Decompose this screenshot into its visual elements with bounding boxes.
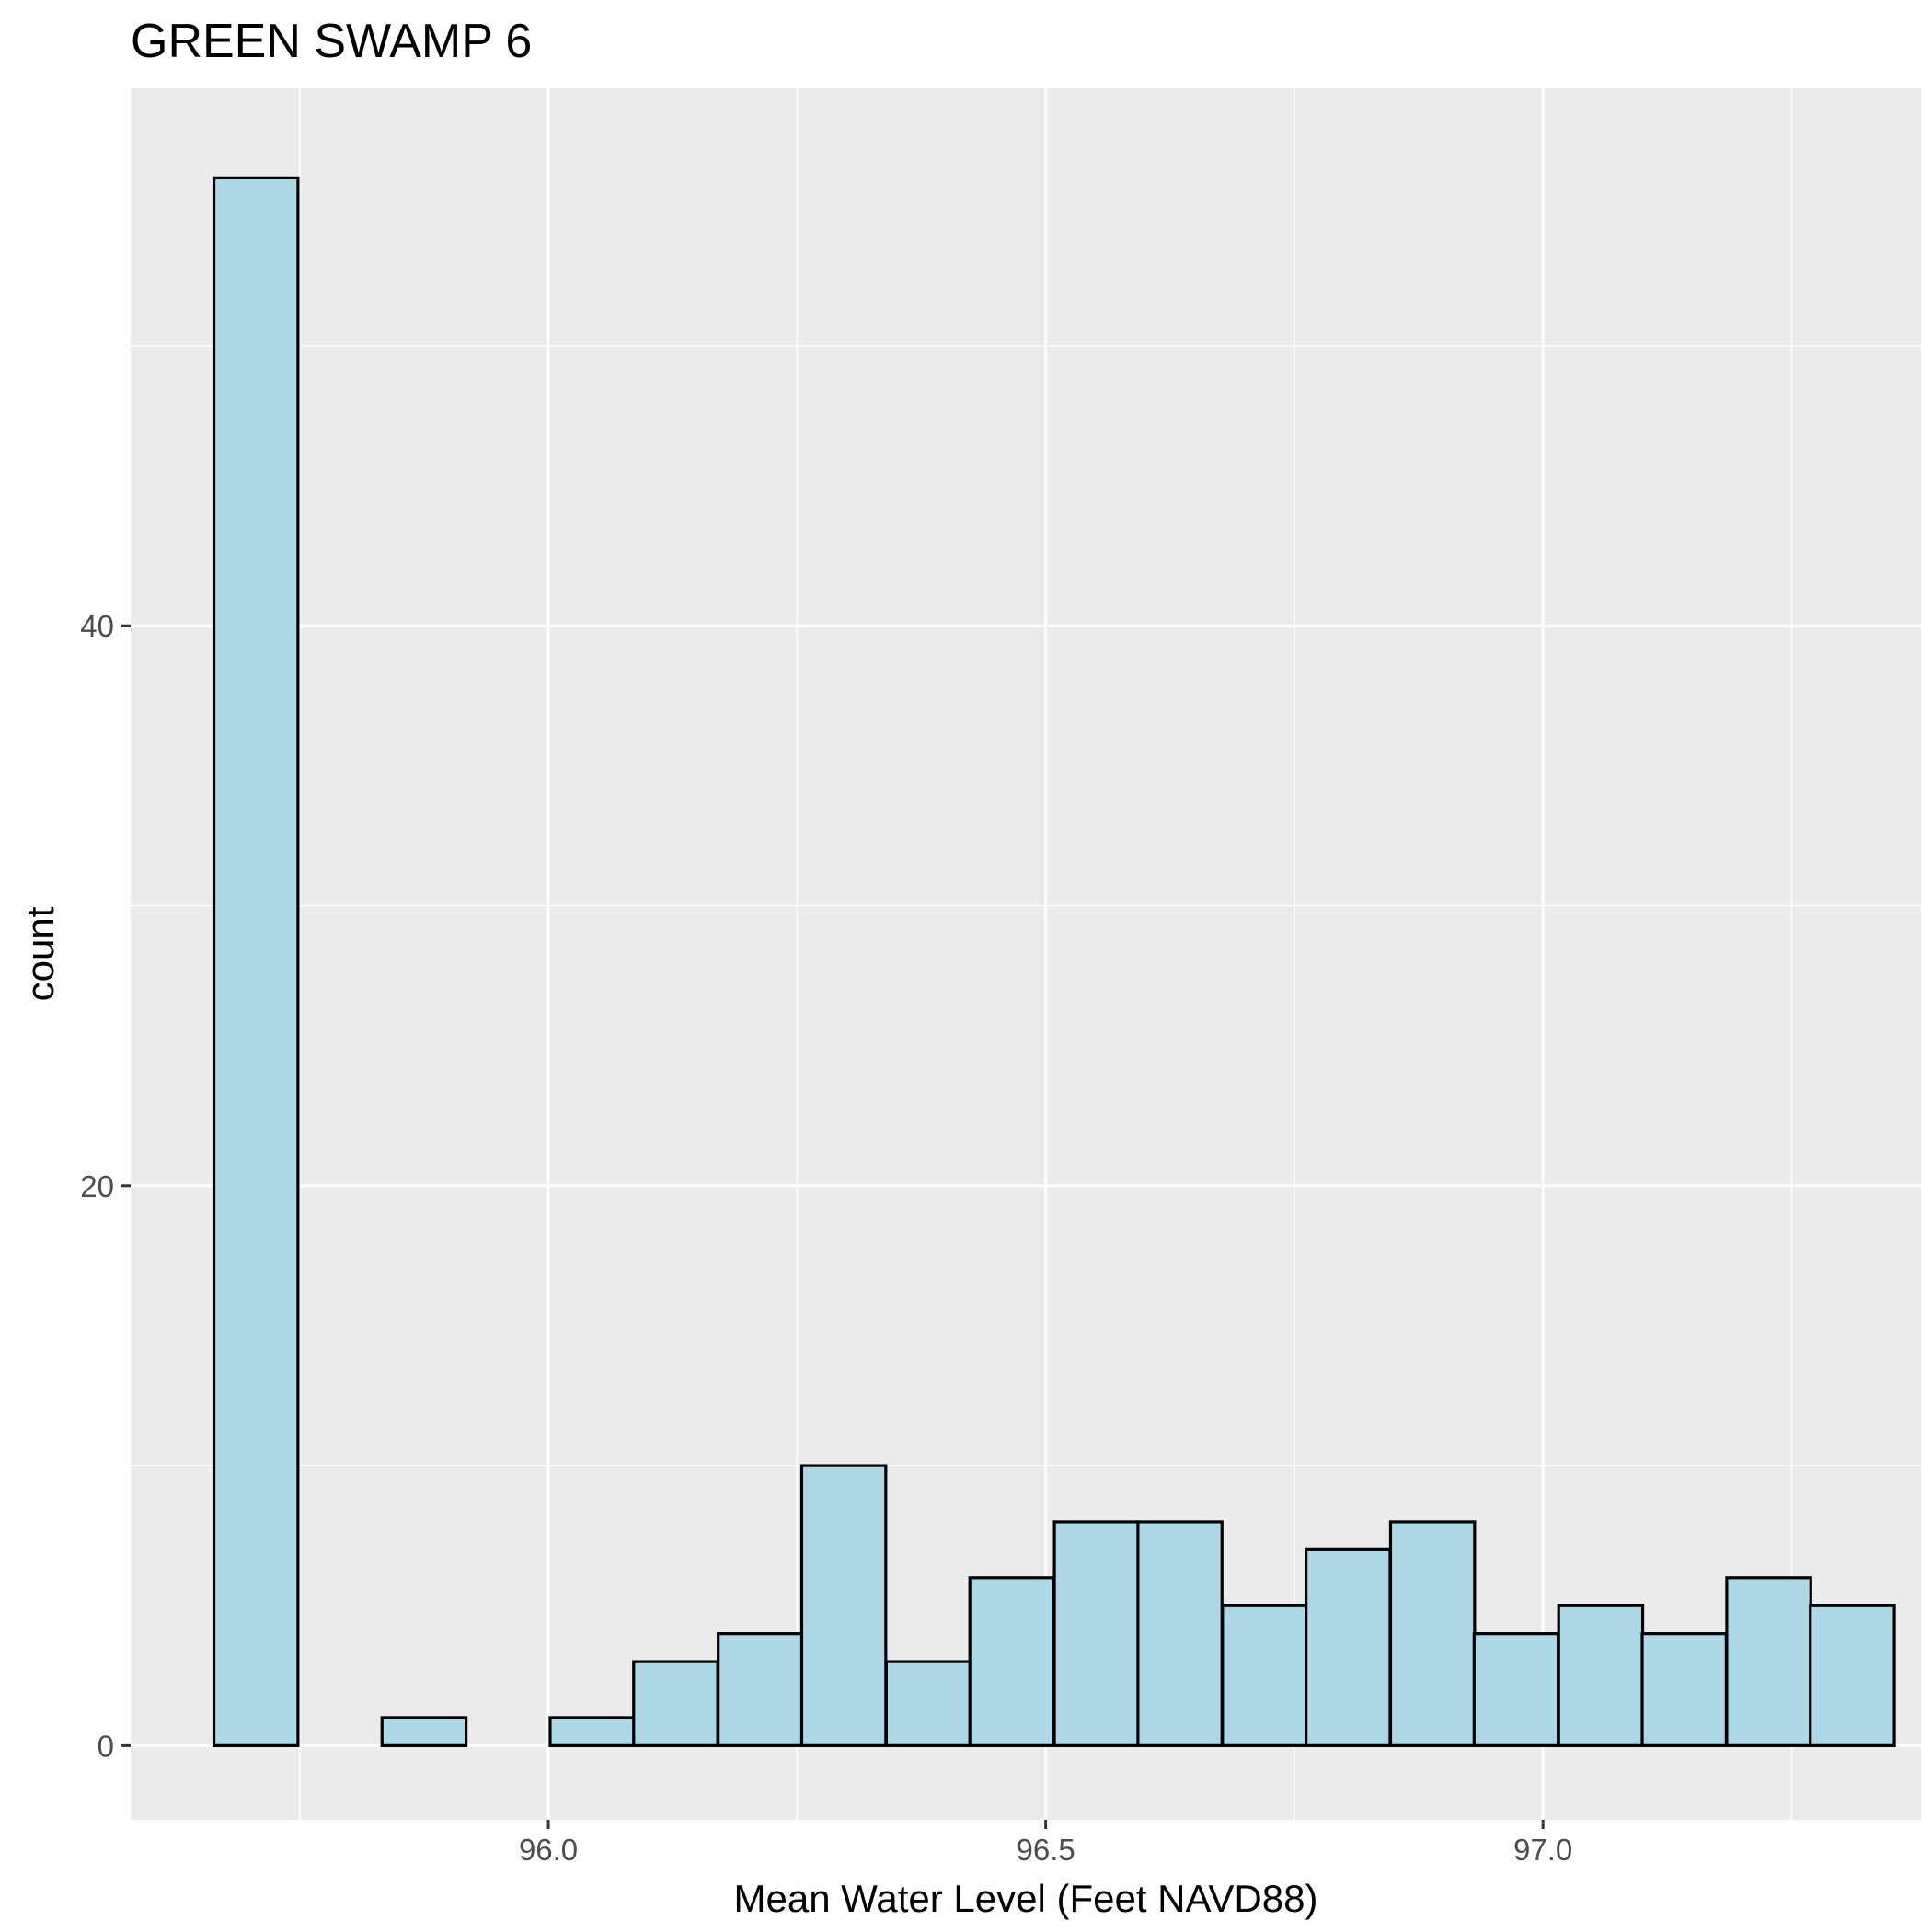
y-tick-label: 0 [98, 1729, 114, 1763]
histogram-bar [799, 1464, 888, 1747]
histogram-bar [1221, 1604, 1308, 1747]
minor-gridlines [131, 88, 1921, 1820]
histogram-bar [717, 1632, 804, 1747]
x-axis: 96.0 96.5 97.0 [519, 1820, 1572, 1867]
y-tick-label: 20 [80, 1169, 114, 1203]
histogram-bar [1472, 1632, 1560, 1747]
x-tick-label: 96.0 [519, 1833, 578, 1867]
histogram-bar [380, 1716, 468, 1747]
histogram-bar [1557, 1604, 1645, 1747]
x-axis-title: Mean Water Level (Feet NAVD88) [734, 1877, 1318, 1920]
histogram-bar [1305, 1547, 1392, 1747]
y-axis: 0 20 40 [80, 609, 131, 1763]
histogram-bar [884, 1660, 972, 1747]
plot-panel [131, 88, 1921, 1820]
histogram-bar [1640, 1632, 1728, 1747]
y-tick-label: 40 [80, 609, 114, 643]
histogram-bar [1725, 1576, 1812, 1747]
histogram-bar [632, 1660, 719, 1747]
histogram-bars [212, 176, 1896, 1747]
histogram-bar [968, 1576, 1056, 1747]
x-tick-label: 96.5 [1017, 1833, 1075, 1867]
histogram-bar [548, 1716, 636, 1747]
histogram-bar [1052, 1520, 1141, 1747]
chart-title: GREEN SWAMP 6 [131, 15, 532, 68]
histogram-bar [1388, 1520, 1477, 1747]
histogram-bar [212, 176, 300, 1747]
histogram-bar [1136, 1520, 1224, 1747]
y-axis-title: count [18, 906, 62, 1001]
histogram-bar [1809, 1604, 1896, 1747]
x-tick-label: 97.0 [1513, 1833, 1572, 1867]
